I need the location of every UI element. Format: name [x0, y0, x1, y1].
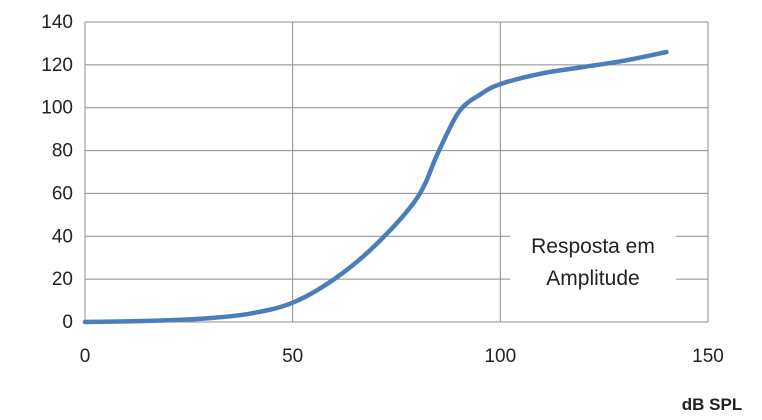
- y-tick-label: 140: [41, 12, 73, 33]
- x-axis-label: dB SPL: [682, 395, 742, 414]
- y-tick-label: 120: [41, 55, 73, 76]
- annotation-background: [510, 228, 676, 296]
- y-tick-label: 60: [52, 183, 73, 204]
- annotation-line-2: Amplitude: [546, 267, 639, 290]
- y-tick-label: 80: [52, 141, 73, 162]
- annotation: Resposta em Amplitude: [510, 228, 676, 296]
- x-tick-label: 50: [282, 346, 303, 367]
- grid: [84, 21, 709, 323]
- y-tick-label: 100: [41, 98, 73, 119]
- x-tick-label: 100: [484, 346, 516, 367]
- y-tick-label: 0: [62, 312, 73, 333]
- series-line: [82, 49, 669, 325]
- tick-labels: 0 20 40 60 80 100 120 140 0 50 100 150: [41, 12, 724, 367]
- y-tick-label: 20: [52, 269, 73, 290]
- y-tick-label: 40: [52, 226, 73, 247]
- annotation-line-1: Resposta em: [531, 235, 655, 258]
- series-layer: [82, 49, 669, 325]
- x-tick-label: 150: [692, 346, 724, 367]
- x-tick-label: 0: [80, 346, 91, 367]
